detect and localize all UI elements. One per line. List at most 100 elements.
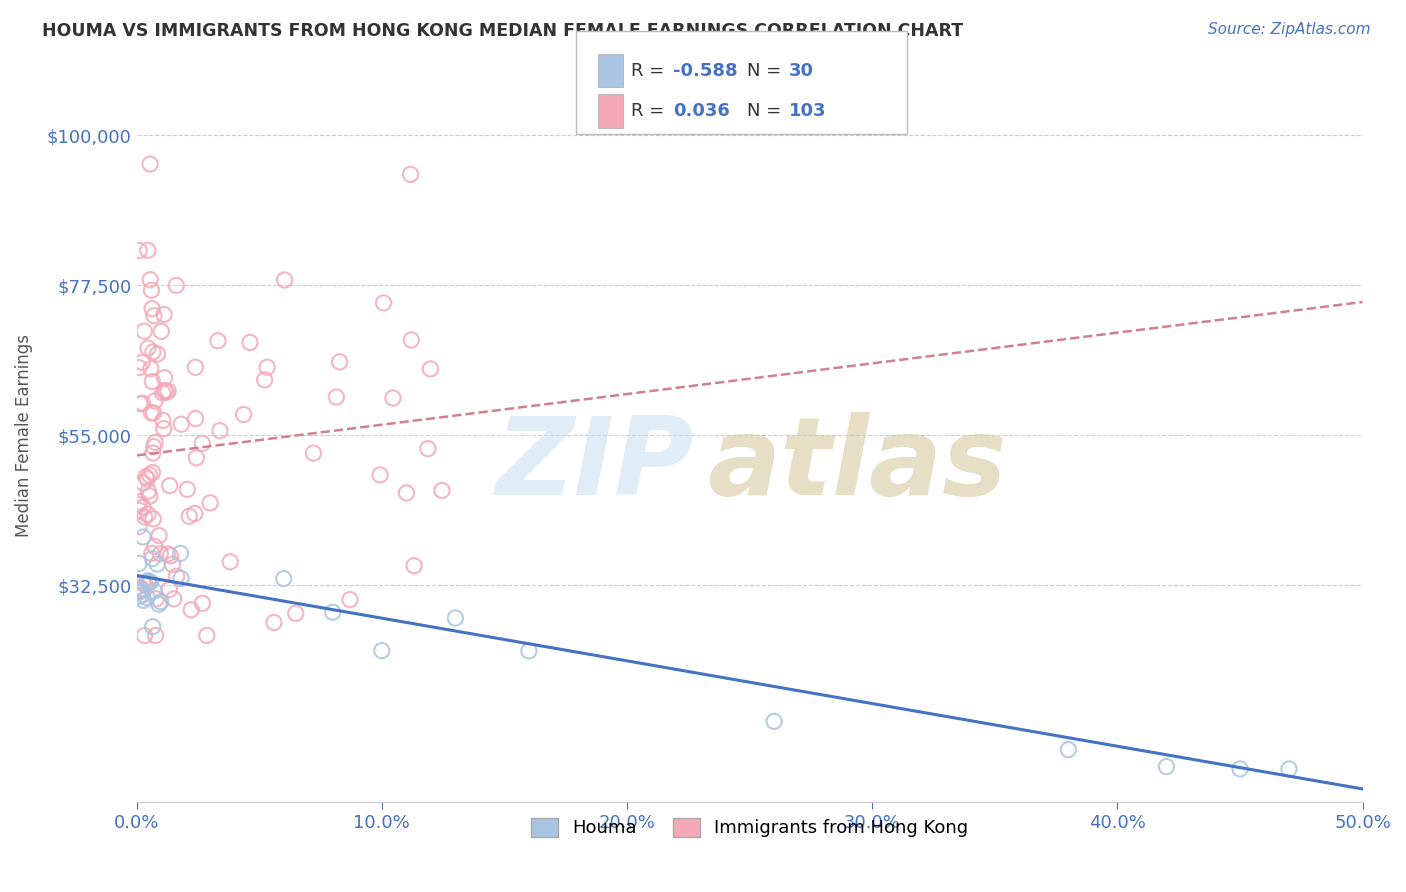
Point xyxy=(128,590,150,604)
Point xyxy=(166,569,188,583)
Point xyxy=(139,273,162,287)
Point xyxy=(141,546,163,560)
Point xyxy=(153,384,176,398)
Point xyxy=(139,575,162,590)
Point xyxy=(430,483,453,498)
Point xyxy=(155,385,177,400)
Point xyxy=(207,334,229,348)
Point xyxy=(180,603,202,617)
Point xyxy=(138,468,160,483)
Point xyxy=(371,643,394,657)
Point xyxy=(1229,762,1251,776)
Point xyxy=(128,360,150,375)
Point xyxy=(128,585,150,599)
Text: R =: R = xyxy=(631,62,671,80)
Point xyxy=(325,390,347,404)
Point xyxy=(132,475,155,490)
Point xyxy=(444,611,467,625)
Point xyxy=(136,244,159,258)
Point xyxy=(134,509,156,524)
Point xyxy=(141,375,163,389)
Point xyxy=(142,406,165,420)
Point xyxy=(146,347,169,361)
Point xyxy=(131,355,153,369)
Point xyxy=(128,498,150,512)
Text: N =: N = xyxy=(747,62,786,80)
Point xyxy=(399,167,422,181)
Point xyxy=(146,557,169,571)
Point xyxy=(152,413,174,427)
Point xyxy=(134,577,156,591)
Text: atlas: atlas xyxy=(707,412,1007,517)
Point xyxy=(128,495,150,509)
Point xyxy=(195,628,218,642)
Point xyxy=(134,324,156,338)
Point xyxy=(170,417,193,432)
Point xyxy=(419,362,441,376)
Point xyxy=(256,360,278,375)
Point xyxy=(145,628,167,642)
Legend: Houma, Immigrants from Hong Kong: Houma, Immigrants from Hong Kong xyxy=(523,811,976,845)
Point xyxy=(149,595,172,609)
Point xyxy=(184,360,207,375)
Point xyxy=(176,483,198,497)
Point xyxy=(142,620,165,634)
Point xyxy=(128,244,150,258)
Point xyxy=(401,333,423,347)
Point xyxy=(219,555,242,569)
Point xyxy=(145,591,167,606)
Point xyxy=(517,644,540,658)
Point xyxy=(134,628,156,642)
Point xyxy=(142,446,165,460)
Point xyxy=(150,324,173,338)
Point xyxy=(402,558,425,573)
Point xyxy=(162,558,184,572)
Point xyxy=(139,489,162,503)
Point xyxy=(157,384,180,398)
Point xyxy=(232,408,254,422)
Point xyxy=(148,597,170,611)
Point xyxy=(1156,759,1178,773)
Point xyxy=(142,512,165,526)
Point xyxy=(143,394,166,409)
Point xyxy=(143,540,166,554)
Point xyxy=(132,500,155,514)
Point xyxy=(169,546,191,560)
Point xyxy=(322,605,344,619)
Y-axis label: Median Female Earnings: Median Female Earnings xyxy=(15,334,32,537)
Point xyxy=(373,296,395,310)
Point xyxy=(136,472,159,486)
Point xyxy=(141,283,163,297)
Point xyxy=(170,572,193,586)
Point xyxy=(163,591,186,606)
Point xyxy=(143,584,166,599)
Point xyxy=(263,615,285,630)
Point xyxy=(329,355,352,369)
Text: Source: ZipAtlas.com: Source: ZipAtlas.com xyxy=(1208,22,1371,37)
Text: N =: N = xyxy=(747,103,786,120)
Text: 30: 30 xyxy=(789,62,814,80)
Point xyxy=(129,583,152,598)
Point xyxy=(139,157,162,171)
Point xyxy=(179,509,201,524)
Point xyxy=(136,574,159,588)
Point xyxy=(184,411,207,425)
Point xyxy=(128,503,150,517)
Point xyxy=(156,547,179,561)
Point xyxy=(128,557,150,571)
Text: 103: 103 xyxy=(789,103,827,120)
Point xyxy=(138,576,160,591)
Point xyxy=(368,467,391,482)
Point xyxy=(208,424,231,438)
Point xyxy=(131,582,153,596)
Point xyxy=(128,519,150,533)
Point xyxy=(149,547,172,561)
Point xyxy=(763,714,786,729)
Text: 0.036: 0.036 xyxy=(673,103,730,120)
Text: R =: R = xyxy=(631,103,671,120)
Point xyxy=(152,386,174,401)
Text: ZIP: ZIP xyxy=(496,412,695,517)
Point xyxy=(132,530,155,544)
Point xyxy=(395,486,418,500)
Point xyxy=(138,484,160,499)
